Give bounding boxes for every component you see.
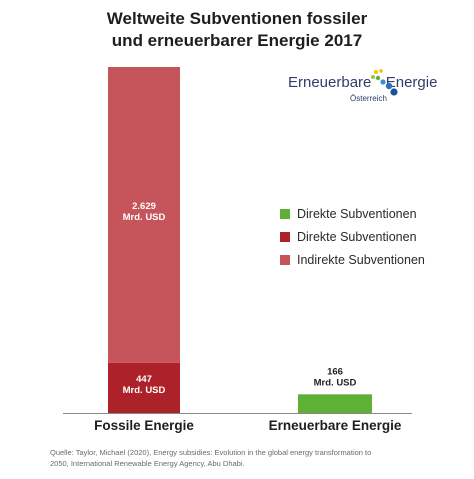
data-label-unit: Mrd. USD [314, 377, 357, 388]
x-tick-label: Fossile Energie [94, 418, 194, 433]
chart-title: Weltweite Subventionen fossiler und erneu… [0, 8, 474, 52]
legend-label: Direkte Subventionen [297, 230, 417, 244]
legend-swatch [280, 232, 290, 242]
data-label-value: 447 [136, 374, 152, 385]
legend-item: Direkte Subventionen [280, 226, 425, 248]
logo: Erneuerbare Energie Österreich [288, 68, 458, 108]
legend-item: Indirekte Subventionen [280, 249, 425, 271]
chart-title-text: Weltweite Subventionen fossiler und erneu… [106, 9, 368, 50]
source-note: Quelle: Taylor, Michael (2020), Energy s… [50, 448, 372, 468]
logo-wordmark: Erneuerbare Energie [288, 74, 437, 91]
data-label-value: 166 [327, 366, 343, 377]
legend: Direkte Subventionen Direkte Subventionen… [280, 203, 425, 272]
legend-swatch [280, 255, 290, 265]
logo-word-1: Erneuerbare [288, 74, 372, 91]
legend-swatch [280, 209, 290, 219]
x-tick-label: Erneuerbare Energie [269, 418, 402, 433]
legend-item: Direkte Subventionen [280, 203, 425, 225]
data-label-unit: Mrd. USD [123, 385, 166, 396]
bar-segment [298, 394, 372, 413]
bar-segment [108, 362, 180, 413]
legend-label: Direkte Subventionen [297, 207, 417, 221]
legend-label: Indirekte Subventionen [297, 253, 425, 267]
logo-subtitle: Österreich [350, 94, 387, 103]
data-label-unit: Mrd. USD [123, 212, 166, 223]
logo-word-2: Energie [385, 74, 438, 91]
logo-dots-icon [371, 69, 398, 96]
bar-segment [108, 67, 180, 363]
data-label-value: 2.629 [132, 201, 156, 212]
